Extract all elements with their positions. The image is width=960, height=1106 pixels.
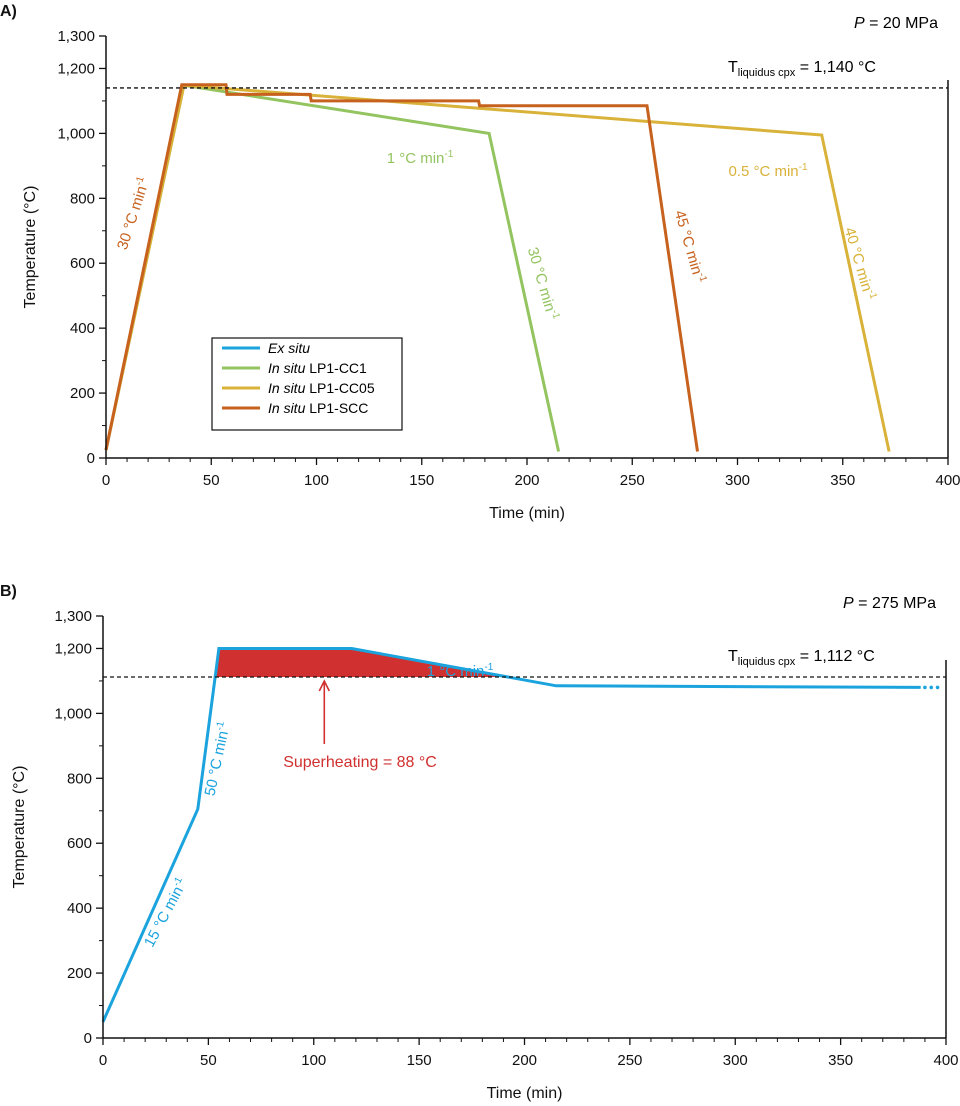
x-tick-label: 0 bbox=[99, 1052, 107, 1069]
y-tick-label: 200 bbox=[70, 385, 95, 402]
superheating-arrow-head bbox=[318, 679, 331, 692]
y-tick-label: 600 bbox=[67, 835, 92, 852]
x-tick-label: 200 bbox=[514, 472, 539, 489]
y-axis-label: Temperature (°C) bbox=[11, 766, 28, 889]
y-tick-label: 1,000 bbox=[54, 705, 92, 722]
y-tick-label: 200 bbox=[67, 965, 92, 982]
y-axis-label: Temperature (°C) bbox=[22, 186, 39, 309]
y-tick-label: 0 bbox=[87, 450, 95, 467]
y-tick-label: 1,200 bbox=[57, 60, 95, 77]
rate-annotation: 30 °C min-1 bbox=[113, 175, 153, 252]
x-tick-label: 50 bbox=[200, 1052, 217, 1069]
pressure-label: P = 20 MPa bbox=[854, 15, 938, 32]
series-line-1 bbox=[101, 647, 921, 1023]
x-tick-label: 350 bbox=[828, 1052, 853, 1069]
liquidus-label: Tliquidus cpx = 1,140 °C bbox=[728, 59, 876, 79]
x-tick-label: 250 bbox=[617, 1052, 642, 1069]
panel-label: A) bbox=[0, 3, 17, 20]
legend-entry: In situ LP1-CC1 bbox=[268, 360, 367, 376]
superheating-label: Superheating = 88 °C bbox=[283, 754, 437, 771]
y-tick-label: 800 bbox=[67, 770, 92, 787]
panel-label: B) bbox=[0, 583, 17, 600]
continuation-dot bbox=[923, 685, 927, 690]
liquidus-label: Tliquidus cpx = 1,112 °C bbox=[728, 648, 875, 668]
x-tick-label: 350 bbox=[830, 472, 855, 489]
rate-annotation: 1 °C min-1 bbox=[387, 149, 454, 167]
legend-entry: In situ LP1-SCC bbox=[268, 400, 368, 416]
rate-annotation: 30 °C min-1 bbox=[524, 245, 562, 322]
x-tick-label: 250 bbox=[620, 472, 645, 489]
x-tick-label: 300 bbox=[723, 1052, 748, 1069]
rate-annotation: 15 °C min-1 bbox=[140, 875, 191, 950]
legend-entry: Ex situ bbox=[268, 340, 310, 356]
y-tick-label: 1,300 bbox=[57, 28, 95, 45]
x-tick-label: 150 bbox=[407, 1052, 432, 1069]
x-tick-label: 400 bbox=[933, 1052, 958, 1069]
panel-b: B) 0 50 100 150 200 250 300 350 400 0 200 400 600 800 1… bbox=[0, 583, 959, 1102]
rate-annotation: 1 °C min-1 bbox=[427, 662, 494, 680]
y-tick-label: 1,000 bbox=[57, 125, 95, 142]
x-tick-label: 150 bbox=[409, 472, 434, 489]
rate-annotation: 40 °C min-1 bbox=[841, 225, 879, 302]
x-axis-label: Time (min) bbox=[487, 1085, 563, 1102]
x-tick-label: 100 bbox=[301, 1052, 326, 1069]
y-tick-label: 400 bbox=[67, 900, 92, 917]
x-tick-label: 200 bbox=[512, 1052, 537, 1069]
y-tick-label: 1,300 bbox=[54, 608, 92, 625]
panel-a: A) 0 50 100 150 200 250 300 350 400 0 200 400 600 800 1… bbox=[0, 3, 960, 522]
y-tick-label: 0 bbox=[84, 1030, 92, 1047]
y-tick-label: 400 bbox=[70, 320, 95, 337]
legend-box bbox=[211, 337, 403, 431]
x-tick-label: 300 bbox=[725, 472, 750, 489]
continuation-dot bbox=[929, 685, 934, 690]
x-axis-label: Time (min) bbox=[489, 505, 565, 522]
y-tick-label: 800 bbox=[70, 190, 95, 207]
rate-annotation: 0.5 °C min-1 bbox=[728, 162, 808, 180]
y-tick-label: 600 bbox=[70, 255, 95, 272]
y-tick-label: 1,200 bbox=[54, 640, 92, 657]
x-tick-label: 100 bbox=[304, 472, 329, 489]
continuation-dot bbox=[935, 685, 940, 690]
x-tick-label: 50 bbox=[203, 472, 220, 489]
superheating-area bbox=[215, 648, 509, 678]
series-line-3 bbox=[104, 83, 699, 452]
x-tick-label: 400 bbox=[935, 472, 960, 489]
pressure-label: P = 275 MPa bbox=[843, 595, 936, 612]
rate-annotation: 45 °C min-1 bbox=[671, 208, 709, 285]
legend: Ex situ In situ LP1-CC1 In situ LP1-CC05 In… bbox=[211, 337, 403, 431]
legend-entry: In situ LP1-CC05 bbox=[268, 380, 375, 396]
x-tick-label: 0 bbox=[102, 472, 110, 489]
